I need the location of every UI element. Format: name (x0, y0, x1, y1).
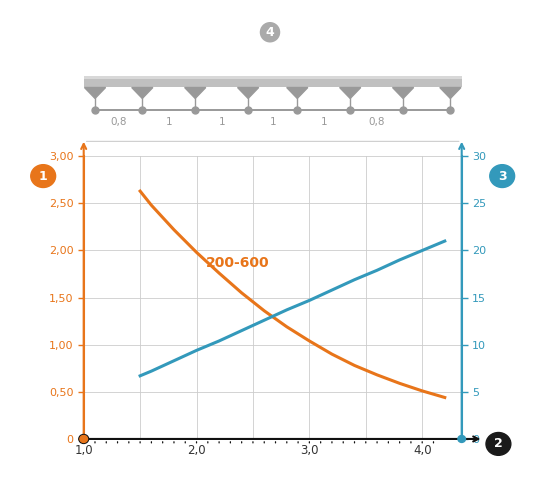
Text: 1: 1 (269, 117, 276, 127)
Text: 1: 1 (218, 117, 225, 127)
Polygon shape (340, 87, 361, 98)
Text: 2: 2 (494, 437, 503, 450)
Text: 1: 1 (39, 170, 48, 183)
Text: 200-600: 200-600 (206, 256, 269, 270)
Polygon shape (287, 87, 308, 98)
Polygon shape (440, 87, 461, 98)
Polygon shape (238, 87, 259, 98)
Text: 1: 1 (320, 117, 327, 127)
Polygon shape (132, 87, 153, 98)
Text: 0,8: 0,8 (368, 117, 385, 127)
Text: 1: 1 (165, 117, 172, 127)
Polygon shape (185, 87, 206, 98)
Text: 4: 4 (266, 26, 274, 39)
Bar (84, 76, 462, 87)
Polygon shape (84, 87, 106, 98)
Polygon shape (393, 87, 414, 98)
Text: 3: 3 (498, 170, 507, 183)
Text: 0,8: 0,8 (110, 117, 127, 127)
Bar (84, 76, 462, 79)
